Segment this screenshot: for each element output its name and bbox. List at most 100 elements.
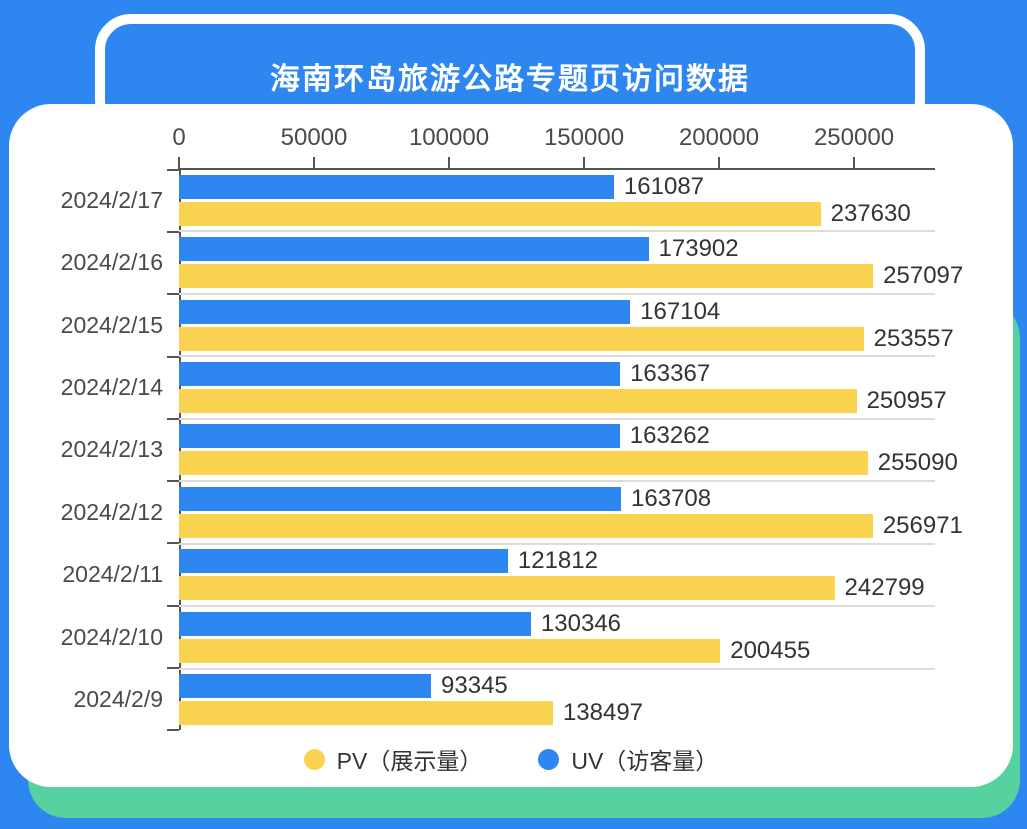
chart-row: 2024/2/11 121812 242799 <box>62 545 935 608</box>
uv-value-label: 163708 <box>631 484 712 512</box>
chart-title: 海南环岛旅游公路专题页访问数据 <box>270 63 750 96</box>
category-label: 2024/2/12 <box>60 498 163 525</box>
pv-value-label: 138497 <box>562 699 644 727</box>
pv-bar-line: 253557 <box>179 326 954 351</box>
x-axis-tick-label: 200000 <box>678 124 760 151</box>
y-axis-tick <box>167 169 179 171</box>
uv-bar-line: 93345 <box>179 672 935 700</box>
uv-bar <box>179 486 621 511</box>
x-axis-tick <box>178 157 180 169</box>
category-label: 2024/2/10 <box>60 623 163 650</box>
uv-bar <box>179 549 508 574</box>
uv-bar <box>179 237 649 262</box>
pv-bar <box>179 201 821 226</box>
x-axis-tick-label: 50000 <box>280 124 348 151</box>
chart-row: 2024/2/12 163708 256971 <box>61 482 963 545</box>
pv-value-label: 257097 <box>883 262 964 290</box>
legend-label: UV（访客量） <box>571 748 719 774</box>
plot-area: 2024/2/17 161087 237630 2024/2/16 173902 2570… <box>61 124 963 731</box>
uv-bar-line: 167104 <box>179 297 935 325</box>
chart-card: 2024/2/17 161087 237630 2024/2/16 173902 2570… <box>9 104 1013 787</box>
y-axis-line <box>179 168 181 730</box>
pv-value-label: 253557 <box>873 324 954 352</box>
pv-bar-line: 255090 <box>179 451 958 476</box>
y-axis-tick <box>167 604 179 607</box>
pv-bar <box>179 264 874 289</box>
bar-rows: 2024/2/17 161087 237630 2024/2/16 173902 2570… <box>61 170 963 730</box>
pv-bar <box>179 513 873 538</box>
uv-value-label: 163367 <box>630 360 711 388</box>
pv-bar-line: 250957 <box>179 389 947 414</box>
pv-bar-line: 138497 <box>179 699 935 727</box>
pv-bar <box>179 326 864 351</box>
pv-value-label: 255090 <box>877 449 958 477</box>
pv-value-label: 237630 <box>830 199 911 227</box>
pv-bar-line: 237630 <box>179 199 935 227</box>
y-axis-tick <box>167 417 179 420</box>
uv-bar <box>179 424 620 449</box>
pv-bar-line: 200455 <box>179 636 935 664</box>
chart-row: 2024/2/9 93345 138497 <box>73 670 935 730</box>
pv-value-label: 200455 <box>730 636 811 664</box>
pv-value-label: 242799 <box>844 574 925 602</box>
uv-bar <box>179 611 531 636</box>
uv-bar-line: 130346 <box>179 609 935 637</box>
legend-marker-icon <box>538 748 560 770</box>
y-axis-tick <box>167 355 179 358</box>
uv-bar-line: 173902 <box>179 235 935 263</box>
uv-value-label: 121812 <box>517 547 598 575</box>
x-axis-tick-label: 150000 <box>543 124 625 151</box>
y-axis-tick <box>167 542 179 545</box>
category-label: 2024/2/15 <box>60 311 163 338</box>
uv-bar-line: 163708 <box>179 484 935 512</box>
uv-value-label: 93345 <box>441 672 508 700</box>
x-axis-tick-label: 100000 <box>408 124 490 151</box>
y-axis-tick <box>167 666 179 669</box>
x-axis-tick <box>313 157 315 169</box>
x-axis-tick <box>718 157 720 169</box>
uv-bar <box>179 299 631 324</box>
uv-value-label: 173902 <box>658 235 739 263</box>
chart-row: 2024/2/15 167104 253557 <box>61 295 954 358</box>
x-axis-tick <box>448 157 450 169</box>
chart-row: 2024/2/10 130346 200455 <box>61 607 935 670</box>
x-axis-line <box>179 168 935 170</box>
uv-value-label: 130346 <box>540 609 622 637</box>
pv-bar <box>179 701 553 726</box>
x-axis-tick <box>583 157 585 169</box>
legend-label: PV（展示量） <box>336 748 483 774</box>
uv-bar <box>179 362 621 387</box>
x-axis-tick <box>853 157 855 169</box>
uv-bar-line: 163367 <box>179 360 935 388</box>
uv-value-label: 163262 <box>629 422 710 450</box>
x-axis-tick-label: 250000 <box>813 124 895 151</box>
y-axis-tick <box>167 231 179 234</box>
uv-bar-line: 121812 <box>179 547 935 575</box>
chart-row: 2024/2/17 161087 237630 <box>61 170 935 233</box>
y-axis-tick <box>167 480 179 483</box>
pv-bar-line: 257097 <box>179 264 963 289</box>
pv-bar-line: 242799 <box>179 574 935 602</box>
category-label: 2024/2/13 <box>60 436 163 463</box>
category-label: 2024/2/9 <box>73 686 163 713</box>
x-axis-tick-label: 0 <box>172 124 186 151</box>
category-label: 2024/2/11 <box>62 561 163 588</box>
pv-bar <box>179 576 835 601</box>
legend-marker-icon <box>303 748 325 770</box>
uv-bar <box>179 174 614 199</box>
legend: PV（展示量） UV（访客量） <box>9 742 1013 776</box>
uv-value-label: 167104 <box>640 297 721 325</box>
pv-bar <box>179 451 868 476</box>
chart-row: 2024/2/16 173902 257097 <box>61 232 963 295</box>
y-axis-tick <box>167 729 179 731</box>
category-label: 2024/2/14 <box>60 374 163 401</box>
legend-item: PV（展示量） <box>303 742 483 776</box>
category-label: 2024/2/16 <box>60 249 163 276</box>
pv-value-label: 256971 <box>882 511 963 539</box>
uv-bar-line: 163262 <box>179 422 935 450</box>
chart-row: 2024/2/13 163262 255090 <box>61 420 958 483</box>
uv-bar-line: 161087 <box>179 174 935 199</box>
pv-bar <box>179 638 721 663</box>
category-label: 2024/2/17 <box>60 186 163 213</box>
legend-item: UV（访客量） <box>538 742 718 776</box>
